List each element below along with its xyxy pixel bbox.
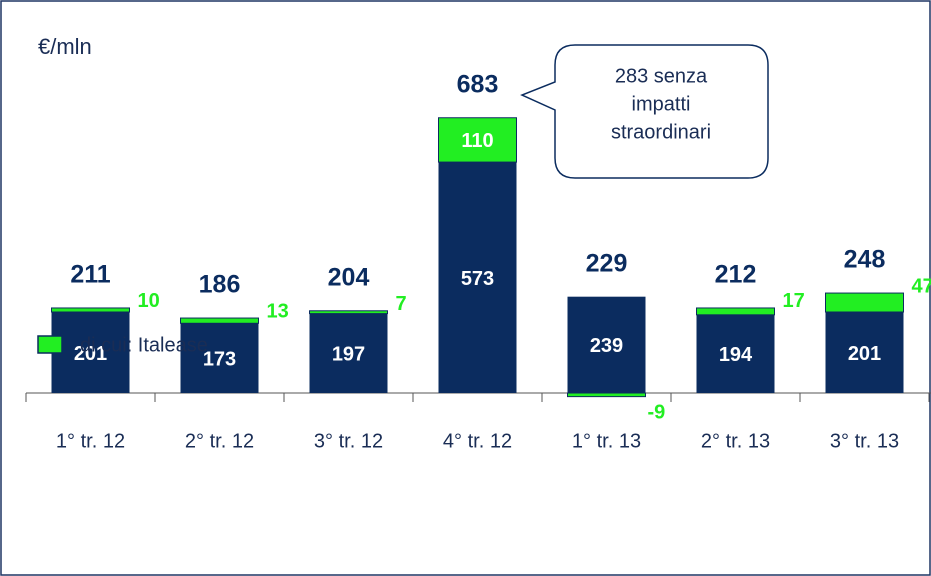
bar-segment (438, 117, 517, 163)
bar-segment (180, 323, 259, 393)
callout-text: impatti (632, 93, 691, 115)
x-tick-label: 1° tr. 12 (56, 430, 125, 452)
total-label: 229 (586, 249, 628, 277)
bar-segment (51, 311, 130, 393)
callout-text: 283 senza (615, 65, 708, 87)
segment-label: 201 (74, 343, 107, 365)
x-tick-label: 4° tr. 12 (443, 430, 512, 452)
segment-label: 13 (267, 300, 289, 322)
bar-segment (309, 313, 388, 393)
bar-segment (825, 292, 904, 313)
bar-segment (51, 307, 130, 313)
total-label: 211 (70, 261, 110, 289)
total-label: 186 (199, 271, 241, 299)
total-label: 204 (328, 263, 370, 291)
bar-segment (696, 314, 775, 393)
legend-swatch (37, 335, 63, 354)
x-tick-label: 2° tr. 13 (701, 430, 770, 452)
callout-bubble (520, 44, 769, 179)
segment-label: 201 (848, 343, 881, 365)
total-label: 212 (715, 261, 757, 289)
bar-segment (180, 317, 259, 324)
x-tick-label: 1° tr. 13 (572, 430, 641, 452)
segment-label: 17 (783, 290, 805, 312)
segment-label: -9 (648, 401, 666, 423)
x-tick-label: 3° tr. 13 (830, 430, 899, 452)
bar-segment (825, 311, 904, 393)
segment-label: 194 (719, 344, 753, 366)
segment-label: 110 (461, 130, 493, 152)
segment-label: 197 (332, 344, 365, 366)
segment-label: 10 (138, 290, 160, 312)
total-label: 248 (844, 246, 886, 274)
bar-segment (309, 310, 388, 315)
x-tick-label: 2° tr. 12 (185, 430, 254, 452)
bar-segment (696, 307, 775, 316)
x-tick-label: 3° tr. 12 (314, 430, 383, 452)
bar-segment (438, 162, 517, 393)
segment-label: 47 (912, 275, 931, 297)
total-label: 683 (457, 70, 499, 98)
callout-text: straordinari (611, 121, 711, 143)
segment-label: 7 (396, 293, 407, 315)
bar-segment (567, 392, 646, 398)
bar-segment (567, 296, 646, 393)
unit-label: €/mln (38, 34, 92, 59)
legend-label: di cui: Italease (80, 334, 208, 356)
segment-label: 239 (590, 335, 623, 357)
segment-label: 173 (203, 348, 236, 370)
segment-label: 573 (461, 268, 494, 290)
